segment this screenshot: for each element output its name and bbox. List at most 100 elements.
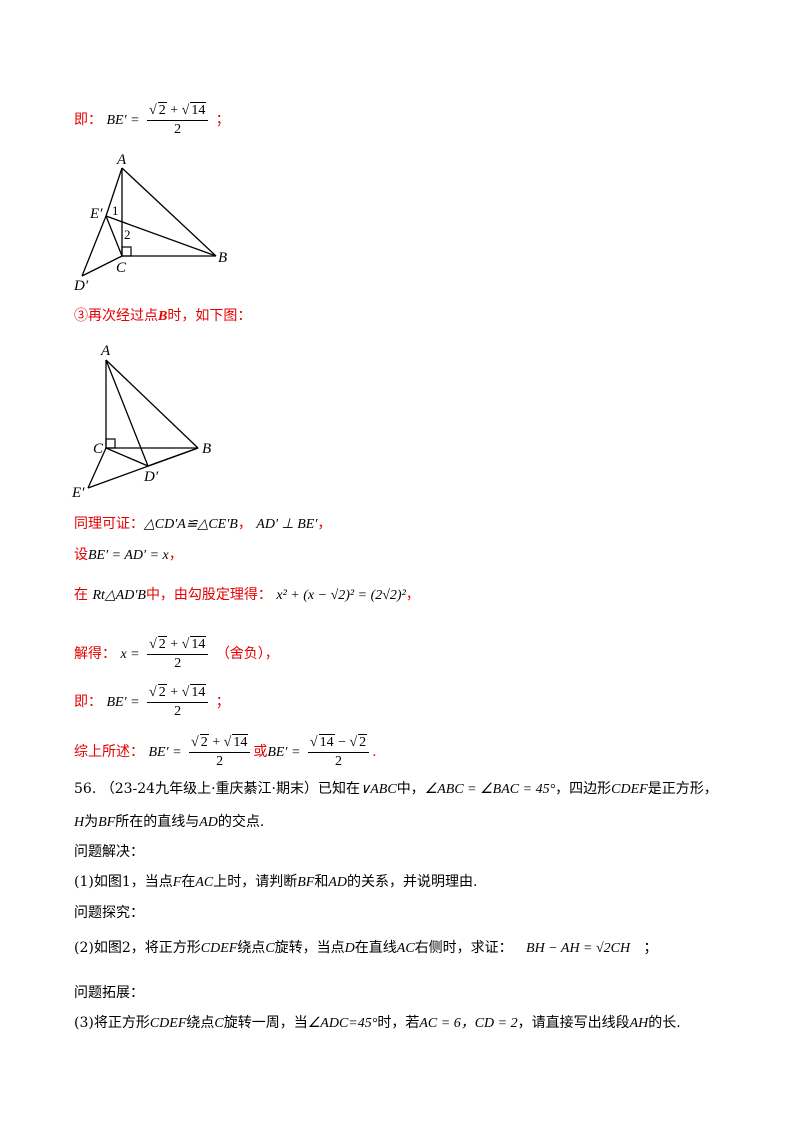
radicand: 14 (190, 684, 207, 700)
solution-line-top: 即： BE′ = √ 2 + √ 14 2 ； (74, 102, 230, 138)
angle-condition: ∠ADC=45° (307, 1016, 378, 1031)
text: 的交点. (217, 814, 265, 830)
label-angle-1: 1 (112, 203, 119, 218)
label-C: C (93, 441, 104, 457)
label-A: A (100, 343, 111, 359)
text: (3)将正方形 (74, 1015, 150, 1031)
text: 在直线 (354, 940, 397, 956)
text: 绕点 (186, 1015, 215, 1031)
fraction: √ 2 + √ 14 2 (147, 684, 209, 720)
label-B: B (202, 441, 211, 457)
congruence-prefix: 同理可证： (74, 516, 144, 532)
proof-equation: BH − AH = √2CH (526, 941, 631, 956)
label-E-prime: E′ (89, 206, 103, 222)
problem-56-line-1: 56. （23-24九年级上·重庆綦江·期末）已知在∨ABC中，∠ABC = ∠… (74, 779, 718, 800)
line-AC: AC (396, 941, 415, 956)
radicand: 14 (190, 636, 207, 652)
segment-AH: AH (629, 1016, 649, 1031)
segment-AC: AC (195, 875, 214, 890)
point-H: H (74, 815, 85, 830)
plus: + (170, 637, 179, 652)
ji-label: 即： (74, 112, 102, 128)
radicand: 2 (157, 102, 167, 118)
question-1: (1)如图1，当点F在AC上时，请判断BF和AD的关系，并说明理由. (74, 872, 477, 893)
period: . (372, 744, 377, 760)
text: 旋转，当点 (274, 940, 345, 956)
problem-56-line-2: H为BF所在的直线与AD的交点. (74, 812, 264, 833)
text: (2)如图2，将正方形 (74, 940, 201, 956)
fraction: √ 2 + √ 14 2 (147, 636, 209, 672)
heading-problem-exploration: 问题探究： (74, 903, 144, 923)
solve-prefix: 解得： (74, 646, 116, 662)
let-prefix: 设 (74, 547, 88, 563)
problem-source: （23-24九年级上·重庆綦江·期末）已知在 (100, 781, 360, 797)
label-angle-2: 2 (124, 227, 131, 242)
segment-AD: AD (199, 815, 218, 830)
rt-triangle-math: Rt△AD′B (92, 588, 146, 603)
radicand: 2 (157, 684, 167, 700)
plus: + (212, 735, 221, 750)
label-B: B (218, 250, 227, 266)
text: ； (643, 940, 658, 956)
figure-1: A E′ 1 2 B C D′ (73, 152, 227, 294)
rt-prefix: 在 (74, 587, 88, 603)
solve-note: （舍负）， (215, 646, 279, 662)
text: 旋转一周，当 (223, 1015, 308, 1031)
case-3-text: ③再次经过点 (74, 308, 158, 324)
text: 是正方形， (647, 781, 718, 797)
label-C: C (116, 260, 127, 276)
text: 中， (396, 781, 425, 797)
label-E-prime: E′ (71, 485, 85, 500)
suffix: ； (215, 694, 230, 710)
triangle-abc: ∨ABC (359, 782, 397, 797)
text: 所在的直线与 (115, 814, 200, 830)
congruence-line: 同理可证：△CD′A≌△CE′B， AD′ ⊥ BE′， (74, 514, 331, 535)
point-B: B (158, 309, 168, 324)
point-D: D (344, 941, 355, 956)
fraction: √ 2 + √ 14 2 (147, 102, 209, 138)
summary-line: 综上所述： BE′ = √ 2 + √ 14 2 或BE′ = √ 14 − √ 2 2… (74, 734, 377, 770)
question-3: (3)将正方形CDEF绕点C旋转一周，当∠ADC=45°时，若AC = 6，CD… (74, 1013, 681, 1034)
square-cdef: CDEF (200, 941, 238, 956)
be-prime-lhs: BE′ = (148, 745, 182, 760)
denominator: 2 (174, 704, 182, 719)
figure-2: A C B D′ E′ (71, 343, 211, 500)
solve-line: 解得： x = √ 2 + √ 14 2 （舍负）， (74, 636, 279, 672)
text: (1)如图1，当点 (74, 874, 173, 890)
text: 绕点 (237, 940, 266, 956)
point-C: C (265, 941, 275, 956)
suffix: ， (405, 587, 420, 603)
label-A: A (116, 152, 127, 168)
label-D-prime: D′ (143, 469, 159, 485)
heading-text: 问题解决： (74, 844, 144, 860)
fraction-2: √ 14 − √ 2 2 (307, 734, 370, 770)
let-math: BE′ = AD′ = x (88, 548, 169, 563)
perpendicular-math: AD′ ⊥ BE′ (256, 517, 318, 532)
case-3-heading: ③再次经过点B时，如下图： (74, 306, 251, 327)
rt-mid: 中，由勾股定理得： (145, 587, 272, 603)
congruence-math: △CD′A≌△CE′B (144, 517, 238, 532)
segment-BF: BF (297, 875, 315, 890)
label-D-prime: D′ (73, 278, 89, 294)
suffix: ， (317, 516, 332, 532)
text: 和 (314, 874, 329, 890)
text: 时，若 (377, 1015, 420, 1031)
length-condition: AC = 6，CD = 2 (419, 1016, 518, 1031)
point-C: C (214, 1016, 224, 1031)
minus: − (338, 735, 346, 750)
heading-text: 问题探究： (74, 905, 144, 921)
denominator: 2 (216, 754, 224, 769)
square-cdef: CDEF (149, 1016, 187, 1031)
be-prime-lhs: BE′ = (267, 745, 301, 760)
be-prime-lhs: BE′ = (106, 695, 140, 710)
ji-prefix: 即： (74, 694, 102, 710)
summary-prefix: 综上所述： (74, 744, 144, 760)
heading-text: 问题拓展： (74, 985, 144, 1001)
plus: + (170, 103, 179, 118)
ji-line: 即： BE′ = √ 2 + √ 14 2 ； (74, 684, 230, 720)
text: 的关系，并说明理由. (346, 874, 478, 890)
denominator: 2 (335, 754, 343, 769)
text: 上时，请判断 (213, 874, 298, 890)
pythagoras-line: 在 Rt△AD′B中，由勾股定理得： x² + (x − √2)² = (2√2… (74, 585, 420, 606)
suffix: ； (215, 112, 230, 128)
